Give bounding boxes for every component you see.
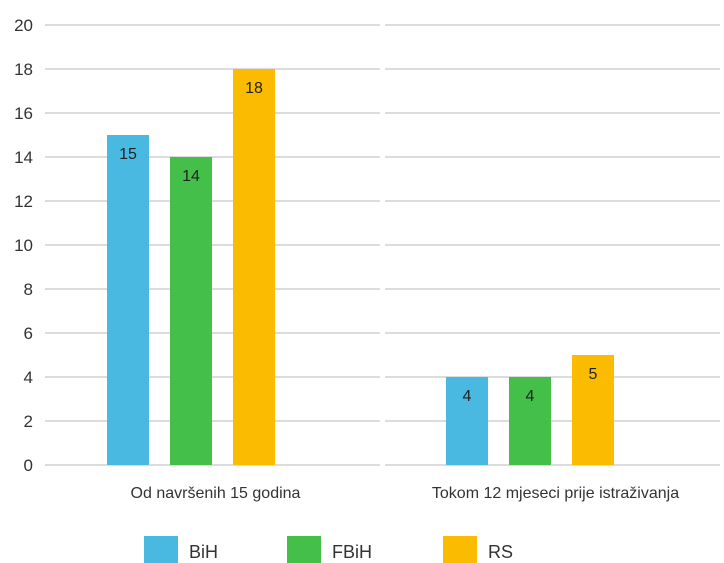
y-tick-label: 2 (24, 412, 33, 431)
legend-swatch-rs (443, 536, 477, 563)
data-label: 14 (182, 168, 200, 185)
y-tick-label: 0 (24, 456, 33, 475)
y-tick-label: 20 (14, 16, 33, 35)
data-label: 4 (463, 388, 472, 405)
y-tick-label: 4 (24, 368, 33, 387)
y-tick-label: 8 (24, 280, 33, 299)
data-label: 18 (245, 80, 263, 97)
data-label: 5 (589, 366, 598, 383)
category-label: Od navršenih 15 godina (131, 485, 301, 502)
y-axis-ticks: 0 2 4 6 8 10 12 14 16 18 20 (14, 16, 33, 475)
y-tick-label: 14 (14, 148, 33, 167)
legend-label-bih: BiH (189, 542, 218, 562)
bar-bih-1 (446, 377, 488, 465)
bar-rs-0 (233, 69, 275, 465)
bars (107, 69, 614, 465)
data-label: 4 (526, 388, 535, 405)
y-tick-label: 6 (24, 324, 33, 343)
y-tick-label: 18 (14, 60, 33, 79)
legend-label-fbih: FBiH (332, 542, 372, 562)
legend-swatch-fbih (287, 536, 321, 563)
bar-fbih-1 (509, 377, 551, 465)
gridlines (45, 24, 720, 466)
legend: BiH FBiH RS (144, 536, 513, 563)
data-label: 15 (119, 146, 137, 163)
bar-rs-1 (572, 355, 614, 465)
category-label: Tokom 12 mjeseci prije istraživanja (432, 485, 679, 502)
y-tick-label: 12 (14, 192, 33, 211)
y-tick-label: 16 (14, 104, 33, 123)
legend-swatch-bih (144, 536, 178, 563)
data-labels: 15 14 18 4 4 5 (119, 80, 597, 405)
y-tick-label: 10 (14, 236, 33, 255)
x-axis-categories: Od navršenih 15 godina Tokom 12 mjeseci p… (131, 485, 680, 502)
legend-label-rs: RS (488, 542, 513, 562)
bar-bih-0 (107, 135, 149, 465)
bar-fbih-0 (170, 157, 212, 465)
